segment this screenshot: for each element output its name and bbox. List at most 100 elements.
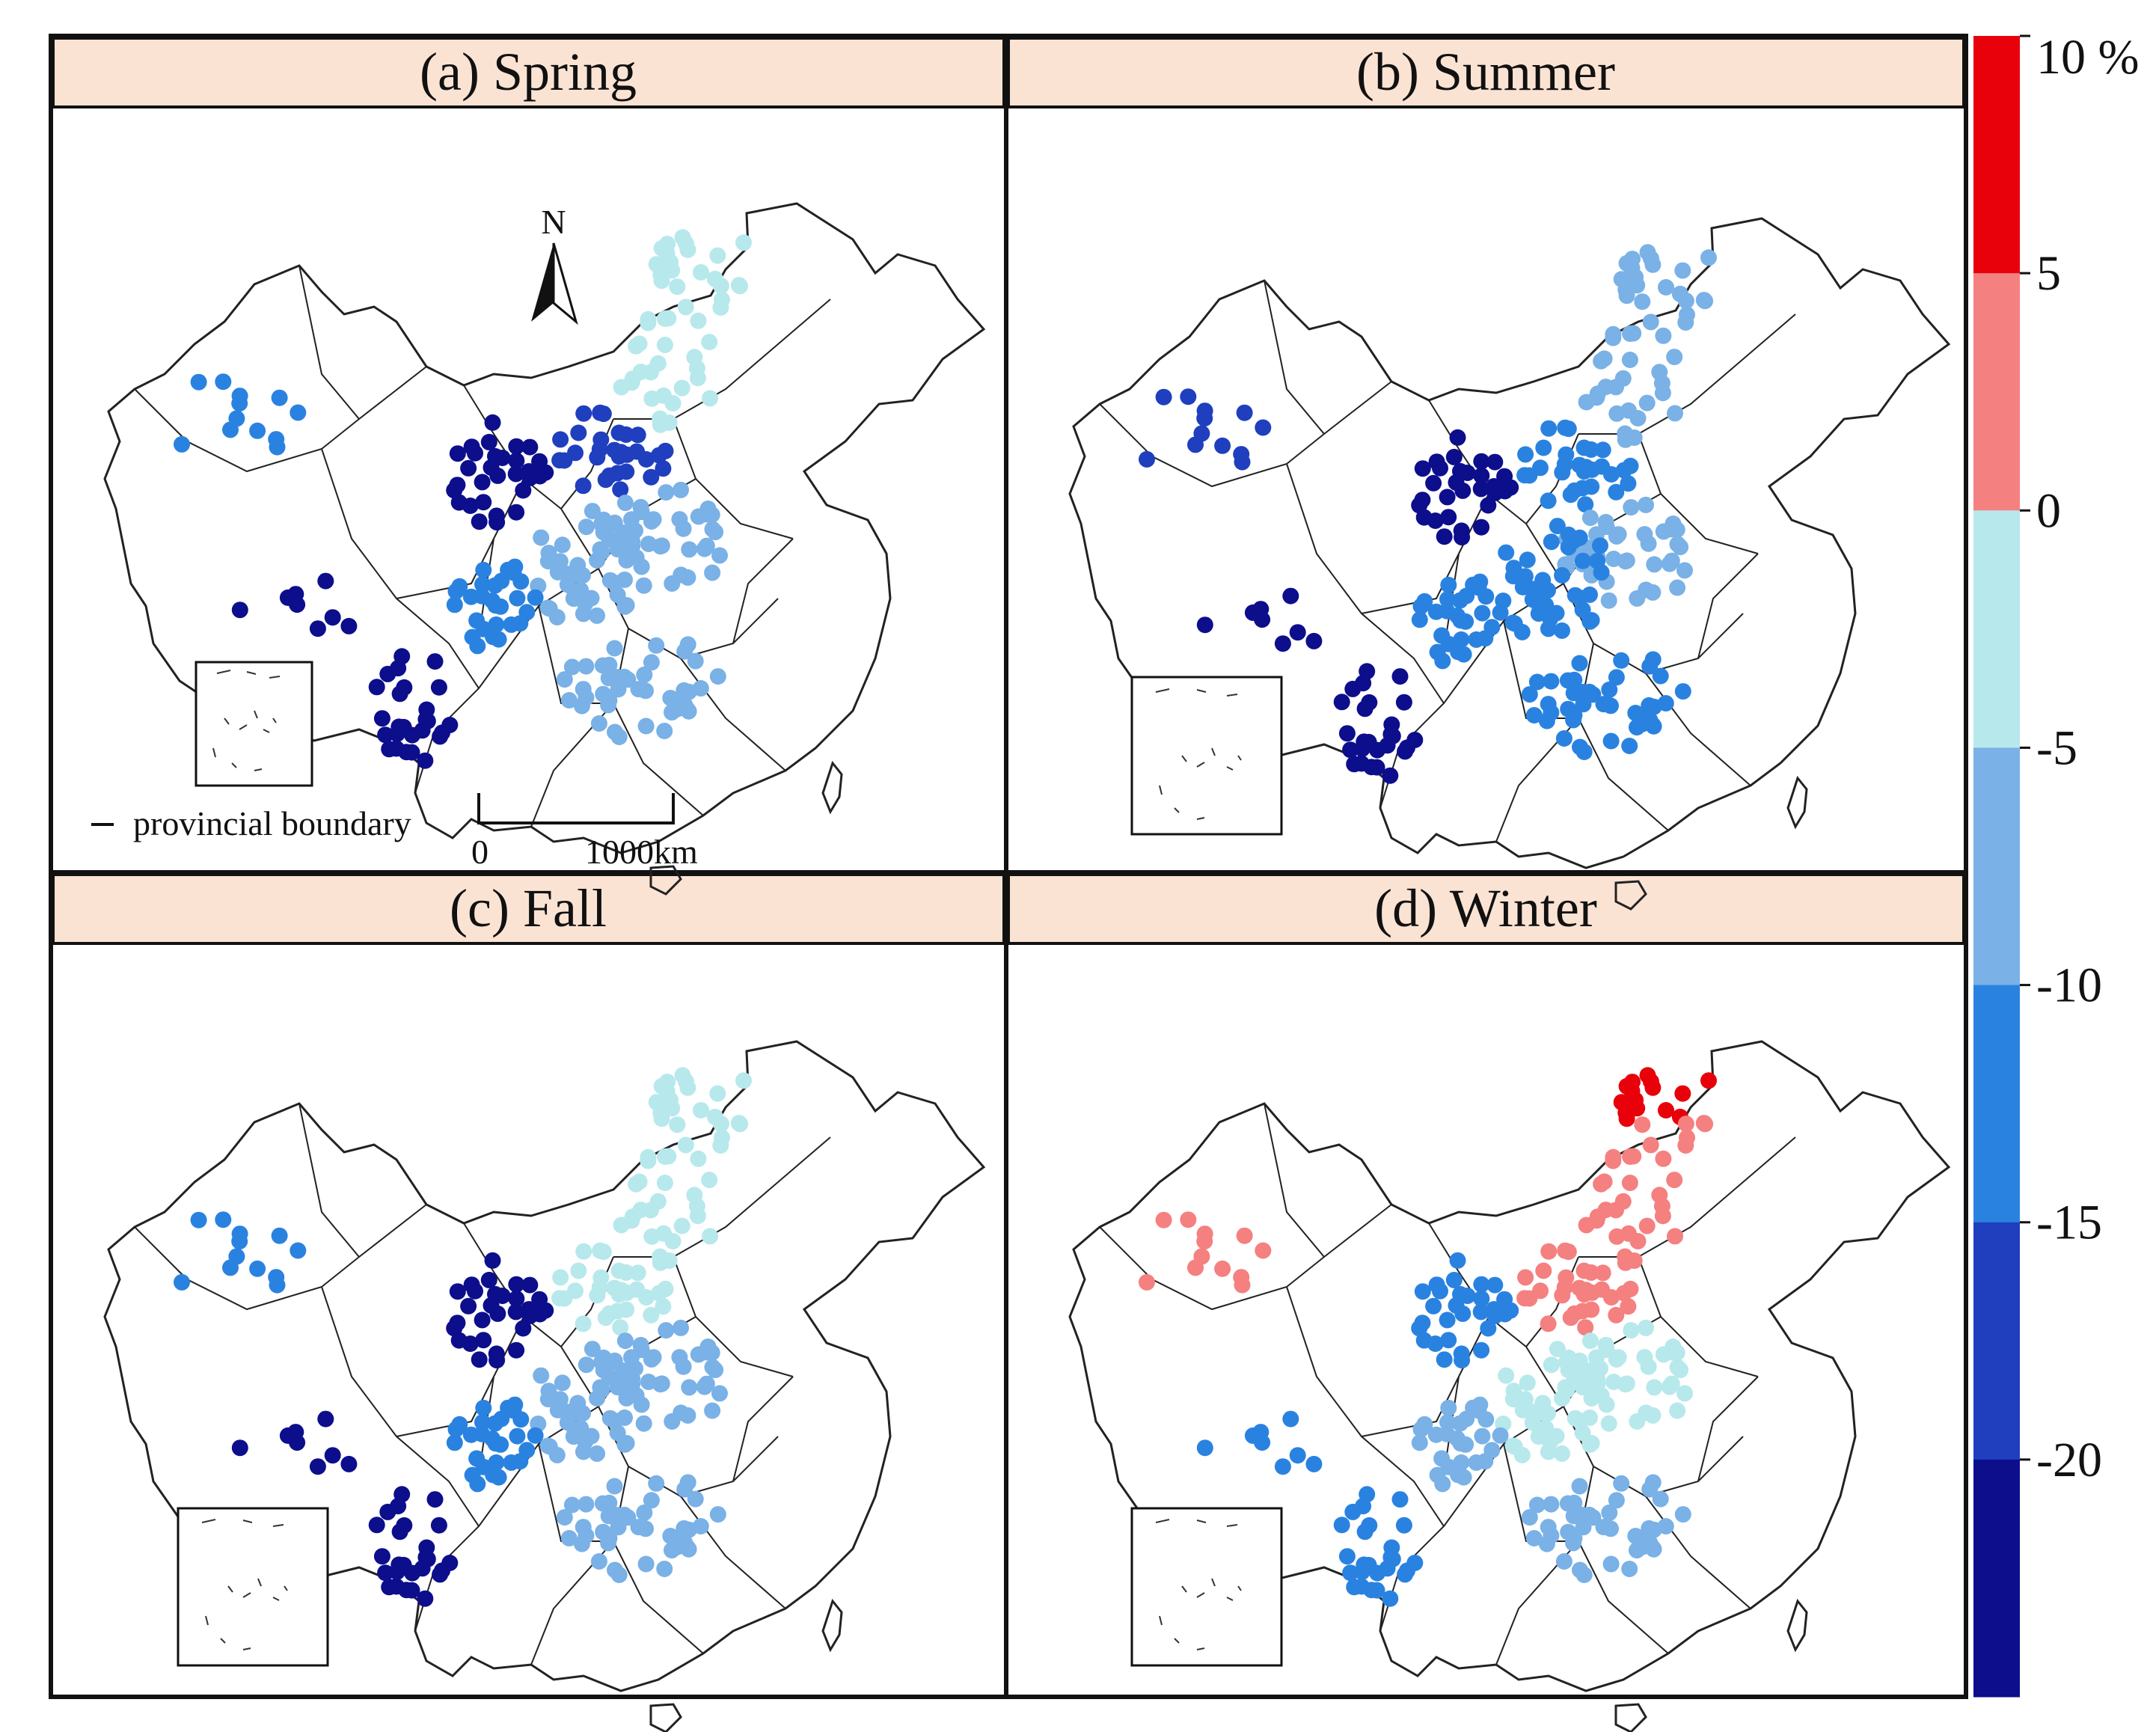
station-point <box>613 379 630 396</box>
station-point <box>1504 568 1522 585</box>
station-point <box>1543 1356 1560 1374</box>
station-point <box>552 431 569 448</box>
station-point <box>1592 537 1608 554</box>
station-point <box>1578 394 1595 411</box>
station-point <box>1601 681 1618 698</box>
station-point <box>1653 1198 1670 1215</box>
station-point <box>1470 579 1487 596</box>
station-point <box>688 1198 705 1215</box>
station-point <box>1429 1466 1446 1484</box>
station-point <box>656 723 673 739</box>
station-point <box>556 1509 573 1526</box>
station-point <box>1677 1116 1694 1133</box>
station-point <box>669 1116 686 1133</box>
station-point <box>658 245 676 262</box>
station-point <box>462 498 479 514</box>
station-point <box>735 1072 752 1089</box>
station-point <box>1554 464 1571 481</box>
station-point <box>570 1262 587 1279</box>
station-point <box>403 744 420 761</box>
title-bar-winter <box>1007 873 1965 945</box>
station-point <box>656 337 673 353</box>
station-point <box>1566 1355 1583 1372</box>
station-point <box>1621 738 1638 754</box>
station-point <box>1429 643 1446 661</box>
station-point <box>554 536 571 554</box>
station-point <box>677 1136 694 1154</box>
station-point <box>1600 592 1617 609</box>
station-point <box>698 1375 715 1392</box>
station-point <box>1517 446 1534 463</box>
station-point <box>1615 1285 1632 1302</box>
station-point <box>381 1579 398 1596</box>
station-point <box>475 561 492 578</box>
station-point <box>1543 673 1560 690</box>
station-point <box>1618 1110 1635 1127</box>
station-point <box>373 710 391 727</box>
station-point <box>690 1150 707 1167</box>
station-point <box>709 1506 726 1523</box>
station-point <box>584 1341 601 1358</box>
station-point <box>714 291 730 308</box>
station-point <box>533 1367 550 1384</box>
station-point <box>664 575 681 592</box>
station-point <box>1614 1193 1632 1210</box>
panel-title-winter: (d) Winter <box>1374 878 1597 938</box>
station-point <box>1448 474 1465 491</box>
station-point <box>475 494 492 511</box>
station-point <box>462 1426 480 1443</box>
station-point <box>548 1446 566 1463</box>
station-point <box>1667 1228 1683 1245</box>
station-point <box>290 1242 307 1259</box>
station-point <box>537 464 554 481</box>
station-point <box>474 576 491 593</box>
station-point <box>664 1233 682 1249</box>
station-point <box>1502 479 1519 496</box>
station-point <box>1440 1399 1457 1416</box>
colorbar-bin-0 <box>1973 36 2020 274</box>
station-point <box>486 577 503 594</box>
station-point <box>1453 631 1470 648</box>
station-point <box>1436 528 1453 545</box>
station-point <box>679 1407 696 1424</box>
station-point <box>1549 518 1566 535</box>
station-point <box>606 1279 623 1297</box>
boundary-legend-label: provincial boundary <box>133 804 411 842</box>
station-point <box>1575 439 1593 456</box>
station-point <box>675 1358 692 1375</box>
station-point <box>1411 1434 1428 1451</box>
station-point <box>1540 1243 1558 1260</box>
station-point <box>1472 1303 1489 1321</box>
station-point <box>1674 683 1691 700</box>
station-point <box>575 477 592 495</box>
station-point <box>1617 431 1634 448</box>
station-point <box>1623 499 1640 516</box>
station-point <box>1548 1427 1565 1445</box>
station-point <box>637 1520 654 1537</box>
station-point <box>1274 1458 1291 1475</box>
station-point <box>434 1562 450 1579</box>
station-point <box>1666 349 1683 366</box>
station-point <box>1498 544 1515 561</box>
station-point <box>1622 325 1639 342</box>
station-point <box>1453 1345 1470 1362</box>
station-point <box>474 1312 491 1329</box>
station-point <box>1187 1259 1204 1276</box>
station-point <box>640 310 657 328</box>
station-point <box>1641 658 1659 675</box>
station-point <box>1513 1446 1531 1463</box>
station-point <box>1395 1517 1412 1534</box>
station-point <box>655 460 672 477</box>
station-point <box>637 717 655 735</box>
station-point <box>592 431 610 448</box>
station-point <box>1187 436 1204 453</box>
station-point <box>1574 684 1591 700</box>
station-point <box>1644 1539 1661 1556</box>
colorbar-tick-label: -5 <box>2036 720 2077 775</box>
station-point <box>474 1414 491 1430</box>
station-point <box>1593 564 1610 581</box>
station-point <box>1593 1387 1610 1404</box>
station-point <box>1676 562 1693 579</box>
station-point <box>1289 624 1306 641</box>
station-point <box>688 360 705 377</box>
